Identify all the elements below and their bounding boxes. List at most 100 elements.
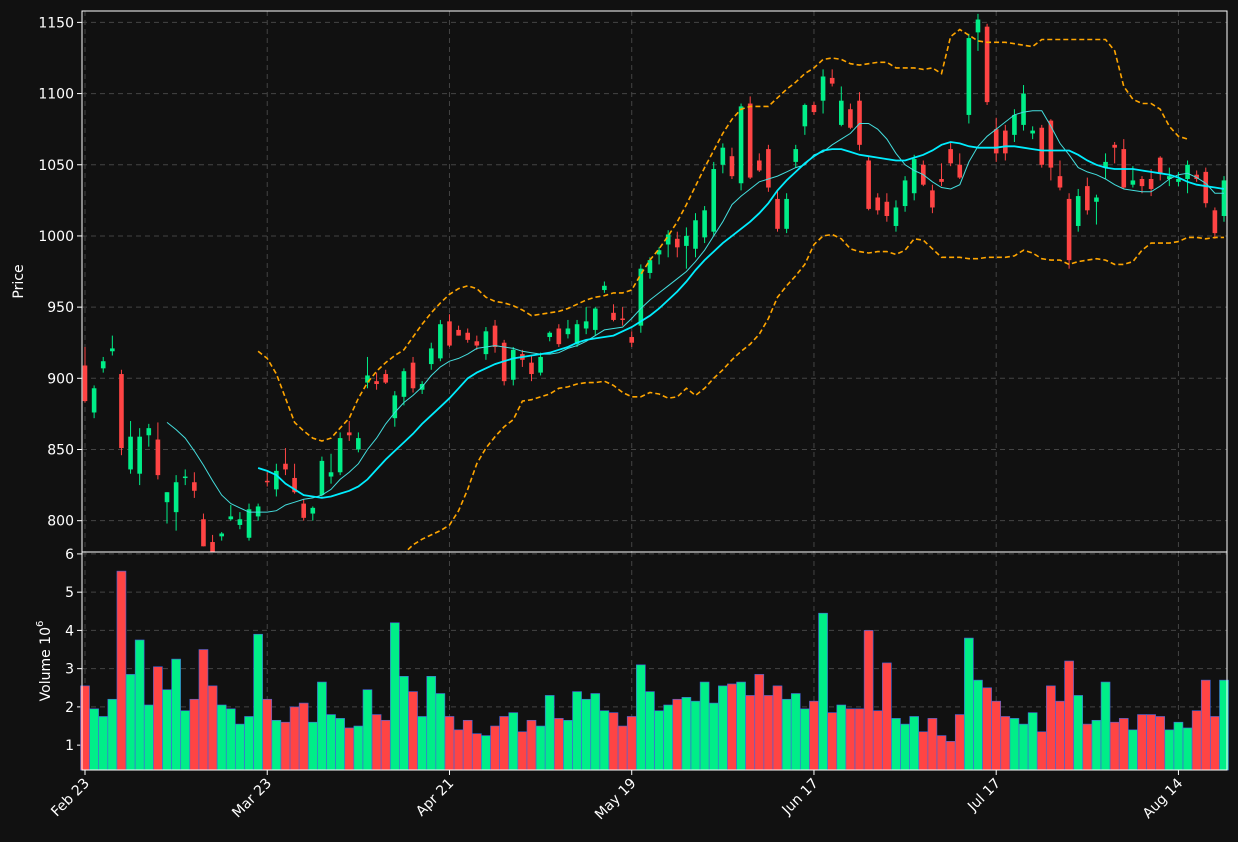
volume-bar xyxy=(800,708,810,771)
candle-body xyxy=(693,220,698,249)
volume-bar xyxy=(781,698,792,771)
price-tick-label: 1100 xyxy=(38,87,74,103)
volume-bar xyxy=(390,622,400,771)
candle-body xyxy=(848,109,853,128)
volume-bar xyxy=(335,718,345,771)
candle-body xyxy=(975,19,981,33)
candle-body xyxy=(474,341,480,346)
candle-body xyxy=(319,460,325,496)
price-series xyxy=(82,13,1227,552)
volume-bar xyxy=(1000,716,1011,771)
candle-body xyxy=(1176,178,1181,182)
candle-body xyxy=(392,395,398,419)
candle-body xyxy=(1021,93,1026,125)
volume-bar xyxy=(672,698,683,771)
candle-body xyxy=(611,312,616,320)
candle-body xyxy=(857,100,862,145)
volume-bar xyxy=(216,704,227,771)
volume-bar xyxy=(964,637,974,771)
candle-body xyxy=(1148,178,1154,189)
volume-bar xyxy=(909,716,919,771)
volume-bar xyxy=(198,649,209,771)
volume-axis-exponent: 6 xyxy=(35,621,46,627)
candle-body xyxy=(201,519,206,547)
volume-bar xyxy=(189,698,200,771)
volume-bar xyxy=(836,704,847,771)
candle-body xyxy=(1003,130,1008,154)
candle-body xyxy=(219,533,224,537)
candle-body xyxy=(1194,174,1199,179)
candle-body xyxy=(182,476,188,479)
candle-body xyxy=(1157,157,1163,174)
volume-bar xyxy=(736,681,746,771)
volume-tick-label: 3 xyxy=(65,662,74,678)
candle-body xyxy=(784,198,789,229)
candle-body xyxy=(1048,120,1054,168)
volume-bar xyxy=(1191,710,1202,771)
volume-bar xyxy=(763,695,774,771)
candle-body xyxy=(510,349,516,380)
candle-body xyxy=(729,156,735,177)
volume-bar xyxy=(1036,731,1047,771)
volume-bar xyxy=(936,735,947,771)
candle-body xyxy=(547,332,553,338)
volume-bar xyxy=(1164,729,1175,771)
volume-bar xyxy=(1091,719,1102,771)
volume-bar xyxy=(462,719,473,771)
candle-body xyxy=(228,516,234,520)
volume-bar xyxy=(854,708,865,771)
candle-body xyxy=(574,324,580,345)
candle-body xyxy=(711,169,717,232)
volume-bar xyxy=(125,674,136,771)
volume-bar xyxy=(1173,721,1184,771)
candle-body xyxy=(365,375,370,383)
candle-body xyxy=(1139,178,1145,187)
candle-body xyxy=(428,348,434,365)
volume-axis-title: Volume 106 xyxy=(35,621,54,702)
candle-body xyxy=(283,463,288,470)
volume-bar xyxy=(745,695,755,771)
volume-bar xyxy=(818,612,828,771)
volume-bar xyxy=(535,725,546,771)
candle-body xyxy=(1030,130,1035,134)
candle-body xyxy=(1212,210,1218,234)
candle-body xyxy=(811,104,817,113)
volume-bar xyxy=(1073,695,1084,771)
candle-body xyxy=(1066,198,1072,261)
candle-body xyxy=(119,374,124,449)
candle-body xyxy=(756,160,762,171)
volume-bar xyxy=(162,689,172,771)
candle-body xyxy=(192,482,197,491)
volume-bar xyxy=(1210,716,1220,771)
candle-body xyxy=(383,374,388,383)
volume-bar xyxy=(344,727,355,771)
volume-bar xyxy=(991,700,1002,771)
volume-bar xyxy=(490,725,500,771)
candle-body xyxy=(337,438,343,473)
volume-bar xyxy=(1128,729,1138,771)
volume-bar xyxy=(1118,718,1129,771)
volume-bar xyxy=(134,639,145,771)
volume-bar xyxy=(1064,660,1074,771)
sma-slow-line xyxy=(257,141,1225,499)
candle-body xyxy=(629,337,635,343)
candle-body xyxy=(793,149,799,162)
volume-bar xyxy=(572,691,582,771)
candle-body xyxy=(146,428,152,436)
candle-body xyxy=(602,285,607,291)
volume-bar xyxy=(1082,723,1093,771)
volume-bar xyxy=(235,723,245,771)
volume-bar xyxy=(408,691,418,771)
volume-bar xyxy=(690,700,701,771)
volume-bar xyxy=(1055,700,1065,771)
x-tick-label: Aug 14 xyxy=(1140,775,1186,821)
candle-body xyxy=(438,324,443,359)
candle-body xyxy=(884,201,890,217)
volume-bar xyxy=(253,633,263,771)
x-axis: Feb 23 Mar 23 Apr 21 May 19 Jun 17 Jul 17 Aug … xyxy=(48,770,1186,823)
x-tick-label: Jul 17 xyxy=(964,776,1004,816)
candle-body xyxy=(911,159,917,194)
candle-body xyxy=(747,103,753,178)
volume-bar xyxy=(508,712,519,771)
